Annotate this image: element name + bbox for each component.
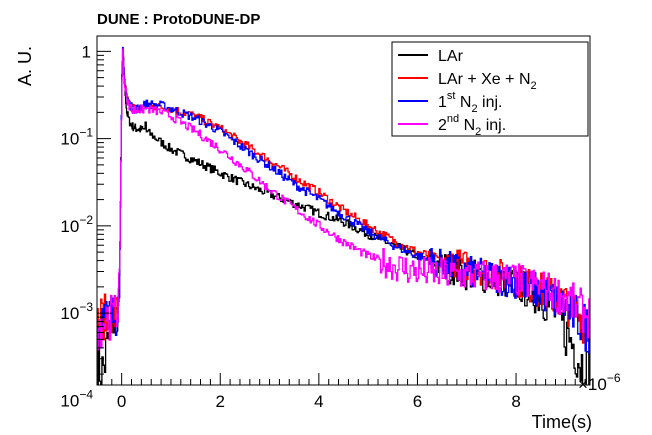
y-tick-label: 1 (82, 42, 91, 61)
y-tick-label: 10−2 (60, 213, 93, 236)
plot-area (97, 46, 590, 385)
x-tick-label: 2 (216, 392, 225, 411)
legend-entry: LAr + Xe + N2 (438, 71, 537, 92)
axes: 0 2 4 6 8 1 10−1 10−2 10−3 10−4 (60, 35, 591, 411)
chart-title: DUNE : ProtoDUNE-DP (97, 11, 260, 28)
y-axis-label: A. U. (15, 46, 35, 86)
y-tick-label: 10−3 (60, 300, 93, 323)
x-tick-label: 6 (413, 392, 422, 411)
legend-entry: 2nd N2 inj. (438, 113, 506, 138)
series-line (97, 46, 590, 355)
x-tick-label: 0 (117, 392, 126, 411)
legend-box (391, 41, 589, 137)
x-axis-multiplier: ×10−6 (578, 371, 621, 394)
x-multiplier-exponent: −6 (607, 371, 621, 385)
y-tick-label: 10−4 (60, 387, 93, 410)
x-multiplier-base: ×10 (578, 375, 607, 394)
x-tick-label: 4 (314, 392, 323, 411)
y-tick-label: 10−1 (60, 126, 93, 149)
x-tick-label: 8 (511, 392, 520, 411)
x-axis-label: Time(s) (532, 412, 592, 432)
series-line (97, 48, 590, 351)
legend-entry: 1st N2 inj. (438, 90, 503, 115)
legend-entry: LAr (438, 48, 464, 65)
plot-frame (96, 35, 591, 386)
